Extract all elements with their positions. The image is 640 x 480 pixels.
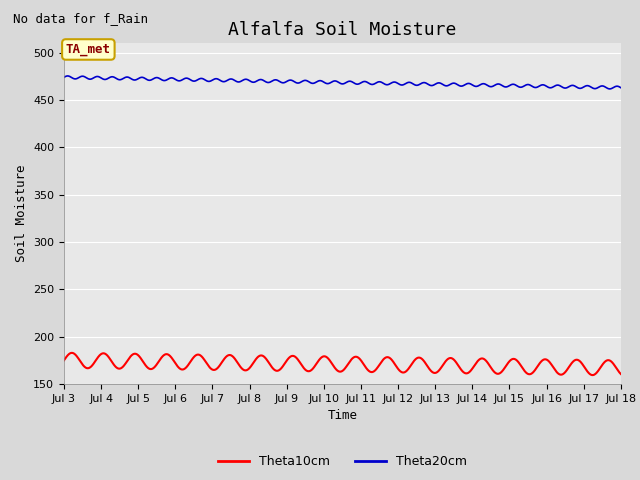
Title: Alfalfa Soil Moisture: Alfalfa Soil Moisture <box>228 21 456 39</box>
Text: No data for f_Rain: No data for f_Rain <box>13 12 148 24</box>
Text: TA_met: TA_met <box>66 43 111 56</box>
Y-axis label: Soil Moisture: Soil Moisture <box>15 165 28 263</box>
X-axis label: Time: Time <box>328 409 357 422</box>
Legend: Theta10cm, Theta20cm: Theta10cm, Theta20cm <box>212 450 472 473</box>
